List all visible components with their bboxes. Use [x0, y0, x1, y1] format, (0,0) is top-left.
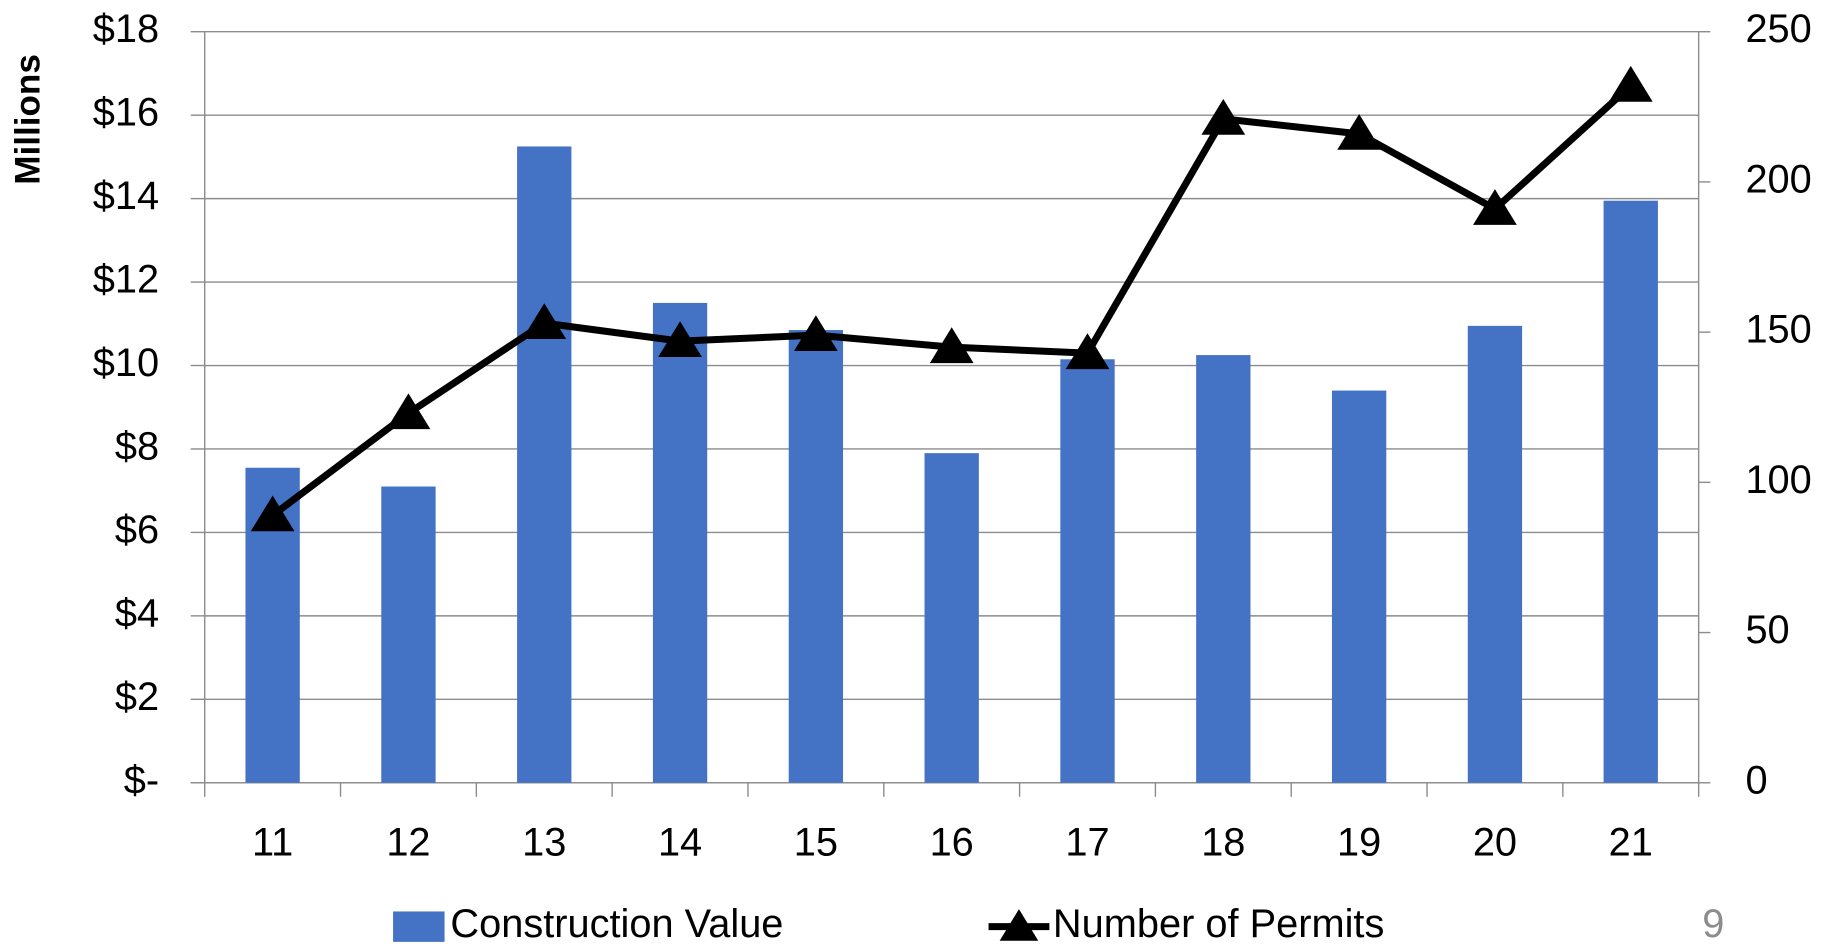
line-marker — [1473, 189, 1517, 225]
y2-tick-label: 200 — [1745, 157, 1811, 201]
y-tick-label: $2 — [115, 675, 159, 719]
y2-tick-label: 100 — [1745, 458, 1811, 502]
y2-tick-label: 0 — [1745, 758, 1767, 802]
y-tick-label: $8 — [115, 424, 159, 468]
bar — [1467, 325, 1523, 783]
y-tick-label: $18 — [93, 7, 159, 51]
x-tick-label: 16 — [930, 820, 974, 864]
y-tick-label: $- — [124, 758, 159, 802]
bar — [517, 146, 572, 783]
legend-swatch — [999, 909, 1039, 941]
x-tick-label: 11 — [252, 820, 293, 864]
x-tick-label: 19 — [1337, 820, 1381, 864]
bar — [1060, 359, 1115, 783]
y2-tick-label: 250 — [1745, 7, 1811, 51]
bar — [381, 486, 436, 783]
line — [270, 83, 1634, 519]
line-marker — [929, 327, 974, 364]
y-tick-label: $14 — [93, 174, 159, 218]
x-tick-label: 18 — [1201, 820, 1245, 864]
x-tick-label: 20 — [1473, 820, 1517, 864]
line-marker — [1065, 333, 1110, 370]
x-tick-label: 12 — [386, 820, 430, 864]
bar — [788, 330, 844, 783]
line-marker — [522, 303, 567, 340]
x-tick-label: 17 — [1065, 820, 1109, 864]
y-tick-label: $4 — [115, 591, 159, 635]
line-marker — [1608, 65, 1653, 102]
bar — [1331, 390, 1387, 783]
y-tick-label: $12 — [93, 258, 159, 302]
bar — [1196, 355, 1251, 783]
line-marker — [1337, 113, 1382, 150]
legend-swatch — [393, 911, 445, 942]
page-number: 9 — [1702, 902, 1724, 942]
x-tick-label: 13 — [522, 820, 566, 864]
legend-label: Number of Permits — [1053, 902, 1384, 942]
y-axis-title: Millions — [9, 54, 48, 185]
bar — [1603, 200, 1658, 783]
line-marker — [658, 321, 702, 358]
y-tick-label: $16 — [93, 91, 159, 135]
x-tick-label: 21 — [1609, 820, 1653, 864]
bar — [652, 302, 708, 783]
bar — [924, 453, 979, 783]
line-marker — [386, 393, 431, 430]
line-marker — [1201, 98, 1246, 135]
legend-label: Construction Value — [450, 902, 783, 942]
y-tick-label: $6 — [115, 508, 159, 552]
x-tick-label: 15 — [794, 820, 838, 864]
y2-tick-label: 150 — [1745, 308, 1811, 352]
y-tick-label: $10 — [93, 341, 159, 385]
line-marker — [794, 315, 838, 352]
y2-tick-label: 50 — [1745, 608, 1789, 652]
line-marker — [250, 495, 295, 532]
x-tick-label: 14 — [658, 820, 702, 864]
